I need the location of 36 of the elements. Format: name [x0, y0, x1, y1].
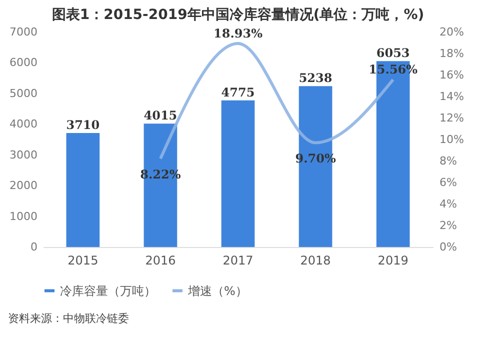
x-tick-label: 2019: [378, 254, 408, 268]
x-tick-label: 2016: [145, 254, 176, 268]
y-tick-label: 6000: [10, 56, 38, 70]
y2-tick-label: 16%: [440, 68, 464, 82]
y2-tick-label: 10%: [440, 133, 464, 146]
x-tick-label: 2018: [300, 254, 331, 268]
data-label: 4775: [221, 85, 255, 100]
y2-tick-label: 18%: [440, 47, 464, 60]
y-tick-label: 4000: [10, 118, 38, 131]
y-tick-label: 7000: [10, 26, 38, 38]
chart-title: 图表1：2015-2019年中国冷库容量情况(单位：万吨，%): [52, 6, 424, 23]
y-tick-label: 5000: [10, 86, 38, 100]
y2-tick-label: 14%: [440, 90, 464, 103]
bar: [66, 133, 100, 247]
y2-tick-label: 4%: [440, 198, 457, 210]
y2-tick-label: 2%: [440, 219, 457, 232]
y-tick-label: 2000: [10, 179, 38, 192]
text: 资料来源：中物联冷链委: [8, 312, 129, 325]
data-label: 3710: [66, 118, 100, 132]
y-tick-label: 3000: [10, 148, 38, 162]
data-label: 5238: [298, 71, 332, 86]
y2-tick-label: 20%: [440, 26, 464, 38]
legend-label: 冷库容量（万吨）: [60, 284, 156, 298]
y-tick-label: 0: [30, 240, 38, 254]
y2-tick-label: 6%: [440, 176, 457, 189]
y-tick-label: 1000: [10, 210, 38, 223]
y2-tick-label: 0%: [440, 240, 457, 254]
x-tick-label: 2015: [68, 254, 98, 268]
data-label: 4015: [144, 108, 178, 123]
y2-tick-label: 12%: [440, 112, 464, 124]
data-label: 6053: [376, 46, 410, 60]
y2-tick-label: 8%: [440, 154, 457, 168]
bar: [221, 100, 255, 247]
data-label: 18.93%: [214, 26, 264, 41]
legend-label: 增速（%）: [187, 284, 248, 298]
x-tick-label: 2017: [222, 254, 254, 268]
